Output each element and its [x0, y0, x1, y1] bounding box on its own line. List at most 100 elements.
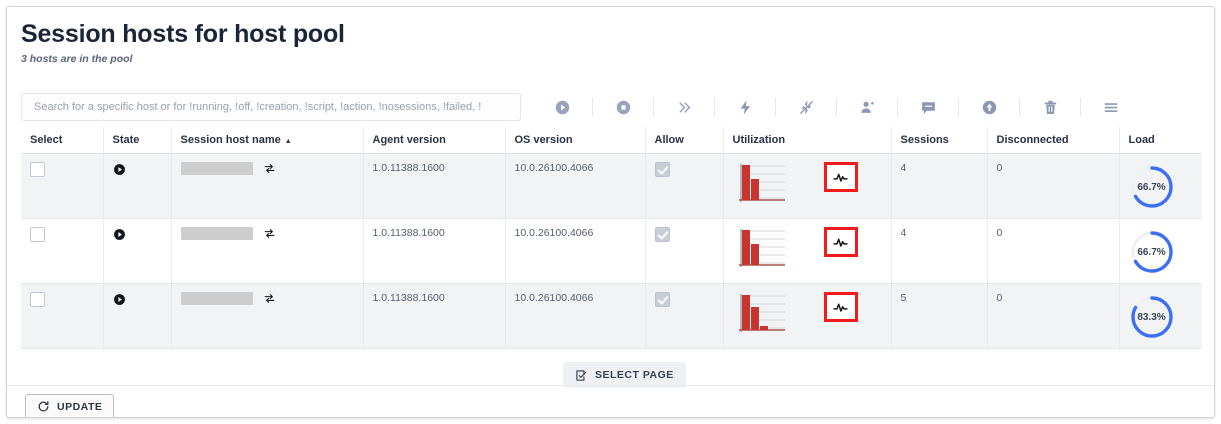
allow-checkbox[interactable] [654, 227, 670, 242]
cell-session-host-name [171, 283, 364, 349]
cell-agent-version: 1.0.11388.1600 [363, 153, 506, 219]
host-running-icon [113, 164, 125, 175]
cell-state [103, 283, 172, 349]
user-sessions-icon[interactable] [846, 92, 888, 122]
update-agent-icon[interactable] [968, 92, 1010, 122]
column-header-select[interactable]: Select [21, 127, 104, 154]
table-row: 1.0.11388.1600 10.0.26100.4066 [21, 218, 1202, 284]
row-select-checkbox[interactable] [30, 227, 45, 242]
refresh-icon [38, 401, 49, 412]
update-button[interactable]: UPDATE [25, 394, 115, 417]
drain-mode-on-icon[interactable] [724, 92, 766, 122]
session-hosts-card: Session hosts for host pool 3 hosts are … [6, 6, 1215, 418]
allow-checkbox[interactable] [654, 292, 670, 307]
cell-utilization [723, 218, 892, 284]
select-page-button[interactable]: SELECT PAGE [563, 362, 686, 388]
cell-os-version: 10.0.26100.4066 [505, 153, 646, 219]
toolbar-separator [897, 98, 898, 116]
toolbar-separator [1080, 98, 1081, 116]
activity-pulse-icon [833, 303, 848, 312]
column-header-session-host-name[interactable]: Session host name ▲ [171, 127, 364, 154]
footer-divider [7, 385, 1214, 386]
search-box[interactable] [21, 93, 521, 121]
swap-arrows-icon[interactable] [263, 227, 276, 240]
session-hosts-table: Select State Session host name ▲ Agent ve… [21, 127, 1202, 349]
redacted-host-name [180, 292, 253, 305]
page-header: Session hosts for host pool 3 hosts are … [7, 7, 1214, 73]
start-host-icon[interactable] [541, 92, 583, 122]
toolbar-separator [592, 98, 593, 116]
swap-arrows-icon[interactable] [263, 292, 276, 305]
column-header-label: Session host name [180, 134, 281, 146]
redacted-host-name [180, 227, 253, 240]
host-running-icon [113, 294, 125, 305]
page-subtitle: 3 hosts are in the pool [21, 53, 133, 66]
redacted-host-name [180, 162, 253, 175]
update-label: UPDATE [57, 400, 103, 413]
more-options-icon[interactable] [1090, 92, 1132, 122]
toolbar-separator [714, 98, 715, 116]
performance-monitor-button[interactable] [823, 227, 858, 257]
load-gauge: 66.7% [1129, 229, 1175, 275]
column-header-agent-version[interactable]: Agent version [363, 127, 506, 154]
select-page-icon [576, 369, 587, 381]
row-select-checkbox[interactable] [30, 292, 45, 307]
cell-disconnected: 0 [987, 283, 1120, 349]
cell-os-version: 10.0.26100.4066 [505, 218, 646, 284]
cell-allow [645, 153, 724, 219]
cell-select [21, 283, 104, 349]
cell-select [21, 153, 104, 219]
toolbar-actions [541, 91, 1132, 123]
performance-monitor-button[interactable] [823, 162, 858, 192]
load-percentage: 66.7% [1137, 181, 1166, 193]
cell-agent-version: 1.0.11388.1600 [363, 218, 506, 284]
table-row: 1.0.11388.1600 10.0.26100.4066 [21, 153, 1202, 219]
load-percentage: 83.3% [1137, 311, 1166, 323]
cell-utilization [723, 153, 892, 219]
table-row: 1.0.11388.1600 10.0.26100.4066 [21, 283, 1202, 349]
cell-utilization [723, 283, 892, 349]
drain-mode-off-icon[interactable] [785, 92, 827, 122]
host-running-icon [113, 229, 125, 240]
allow-checkbox[interactable] [654, 162, 670, 177]
cell-disconnected: 0 [987, 218, 1120, 284]
cell-allow [645, 283, 724, 349]
cell-os-version: 10.0.26100.4066 [505, 283, 646, 349]
table-header-row: Select State Session host name ▲ Agent ve… [21, 127, 1202, 154]
toolbar-separator [1019, 98, 1020, 116]
utilization-bar-chart [738, 294, 785, 332]
load-gauge: 66.7% [1129, 164, 1175, 210]
toolbar-separator [653, 98, 654, 116]
toolbar [21, 91, 1201, 123]
activity-pulse-icon [833, 173, 848, 182]
swap-arrows-icon[interactable] [263, 162, 276, 175]
toolbar-separator [958, 98, 959, 116]
activity-pulse-icon [833, 238, 848, 247]
search-input[interactable] [32, 100, 510, 114]
cell-sessions: 4 [891, 218, 988, 284]
cell-state [103, 218, 172, 284]
performance-monitor-button[interactable] [823, 292, 858, 322]
column-header-allow[interactable]: Allow [645, 127, 724, 154]
column-header-load[interactable]: Load [1119, 127, 1202, 154]
stop-host-icon[interactable] [602, 92, 644, 122]
load-gauge: 83.3% [1129, 294, 1175, 340]
column-header-sessions[interactable]: Sessions [891, 127, 988, 154]
column-header-state[interactable]: State [103, 127, 172, 154]
restart-host-icon[interactable] [663, 92, 705, 122]
column-header-utilization[interactable]: Utilization [723, 127, 892, 154]
cell-sessions: 4 [891, 153, 988, 219]
cell-load: 83.3% [1119, 283, 1202, 349]
column-header-disconnected[interactable]: Disconnected [987, 127, 1120, 154]
cell-session-host-name [171, 153, 364, 219]
column-header-os-version[interactable]: OS version [505, 127, 646, 154]
cell-allow [645, 218, 724, 284]
delete-host-icon[interactable] [1029, 92, 1071, 122]
send-message-icon[interactable] [907, 92, 949, 122]
row-select-checkbox[interactable] [30, 162, 45, 177]
cell-sessions: 5 [891, 283, 988, 349]
select-page-label: SELECT PAGE [595, 369, 674, 381]
toolbar-separator [775, 98, 776, 116]
cell-state [103, 153, 172, 219]
